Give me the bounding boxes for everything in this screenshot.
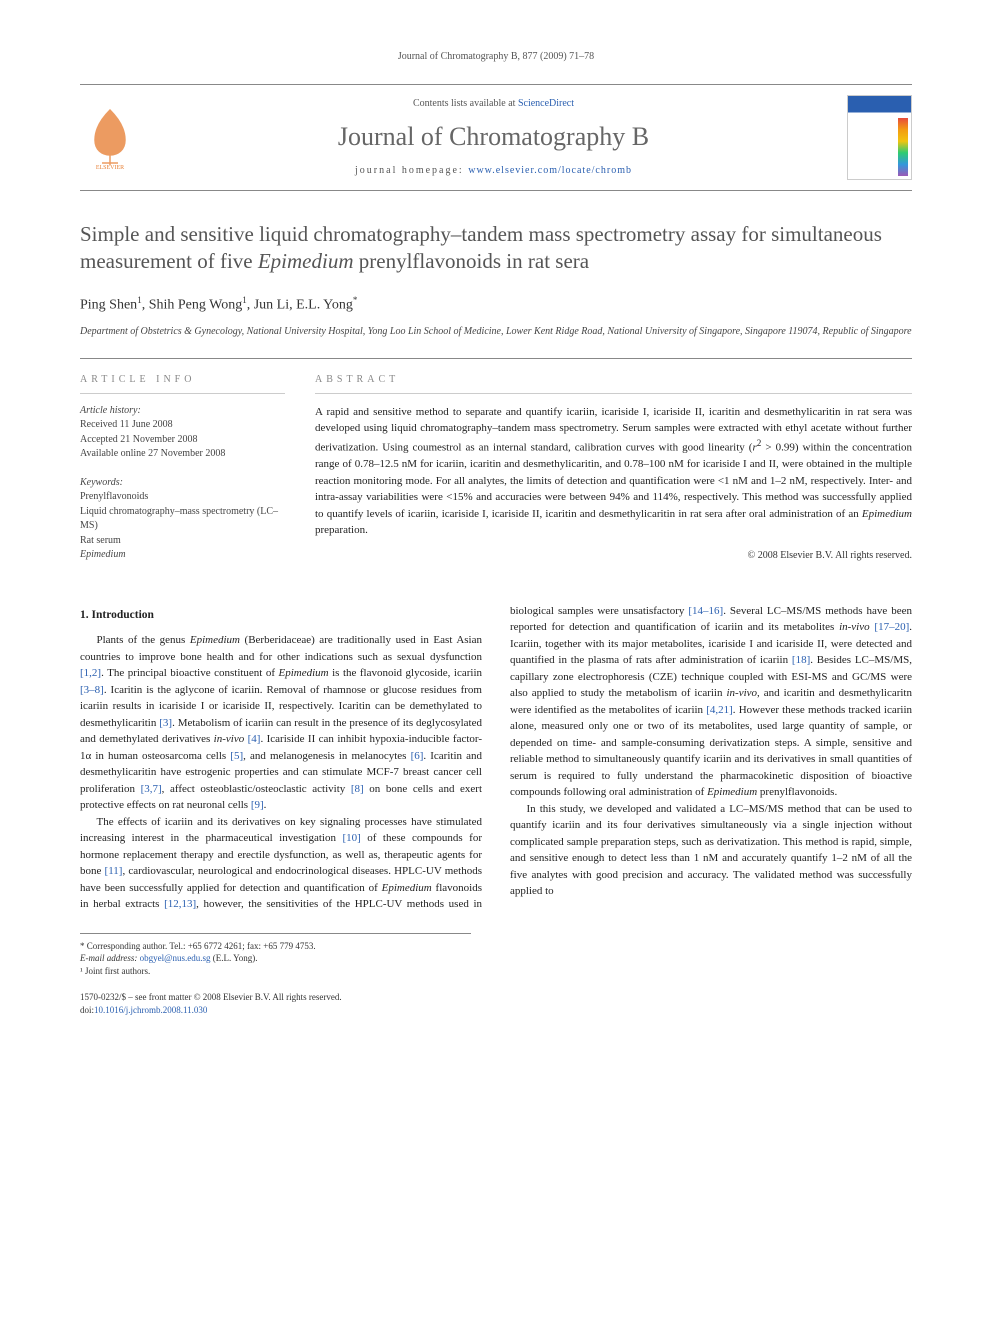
journal-name: Journal of Chromatography B (140, 119, 847, 155)
page-container: Journal of Chromatography B, 877 (2009) … (0, 0, 992, 1057)
abstract-copyright: © 2008 Elsevier B.V. All rights reserved… (315, 549, 912, 563)
front-matter-line: 1570-0232/$ – see front matter © 2008 El… (80, 991, 912, 1004)
section-heading-intro: 1. Introduction (80, 607, 482, 624)
body-columns: 1. Introduction Plants of the genus Epim… (80, 603, 912, 913)
running-header: Journal of Chromatography B, 877 (2009) … (80, 50, 912, 64)
article-title: Simple and sensitive liquid chromatograp… (80, 221, 912, 276)
accepted-date: Accepted 21 November 2008 (80, 433, 285, 448)
email-label: E-mail address: (80, 953, 140, 963)
masthead: ELSEVIER Contents lists available at Sci… (80, 84, 912, 191)
online-date: Available online 27 November 2008 (80, 447, 285, 462)
keyword-item: Rat serum (80, 534, 285, 549)
corresponding-author-note: * Corresponding author. Tel.: +65 6772 4… (80, 940, 471, 953)
history-label: Article history: (80, 404, 285, 419)
keywords-label: Keywords: (80, 476, 285, 491)
contents-prefix: Contents lists available at (413, 98, 518, 109)
masthead-left: ELSEVIER (80, 105, 140, 170)
authors-line: Ping Shen1, Shih Peng Wong1, Jun Li, E.L… (80, 294, 912, 315)
elsevier-logo-icon: ELSEVIER (80, 105, 140, 170)
keyword-item: Liquid chromatography–mass spectrometry … (80, 505, 285, 534)
abstract-text: A rapid and sensitive method to separate… (315, 404, 912, 539)
email-suffix: (E.L. Yong). (210, 953, 257, 963)
keyword-item: Epimedium (80, 548, 285, 563)
doi-line: doi:10.1016/j.jchromb.2008.11.030 (80, 1004, 912, 1017)
email-line: E-mail address: obgyel@nus.edu.sg (E.L. … (80, 952, 471, 965)
article-info-col: ARTICLE INFO Article history: Received 1… (80, 373, 285, 577)
email-link[interactable]: obgyel@nus.edu.sg (140, 953, 211, 963)
article-history-block: Article history: Received 11 June 2008 A… (80, 404, 285, 462)
body-paragraph: In this study, we developed and validate… (510, 801, 912, 900)
info-abstract-row: ARTICLE INFO Article history: Received 1… (80, 358, 912, 577)
abstract-col: ABSTRACT A rapid and sensitive method to… (315, 373, 912, 577)
contents-available-line: Contents lists available at ScienceDirec… (140, 97, 847, 111)
svg-text:ELSEVIER: ELSEVIER (96, 165, 124, 170)
bottom-matter: 1570-0232/$ – see front matter © 2008 El… (80, 991, 912, 1016)
keyword-item: Prenylflavonoids (80, 490, 285, 505)
masthead-right (847, 95, 912, 180)
homepage-line: journal homepage: www.elsevier.com/locat… (140, 164, 847, 178)
footnotes: * Corresponding author. Tel.: +65 6772 4… (80, 933, 471, 978)
masthead-center: Contents lists available at ScienceDirec… (140, 97, 847, 177)
keywords-block: Keywords: Prenylflavonoids Liquid chroma… (80, 476, 285, 563)
keyword-italic: Epimedium (80, 549, 126, 560)
doi-link[interactable]: 10.1016/j.jchromb.2008.11.030 (94, 1005, 207, 1015)
received-date: Received 11 June 2008 (80, 418, 285, 433)
doi-label: doi: (80, 1005, 94, 1015)
affiliation: Department of Obstetrics & Gynecology, N… (80, 325, 912, 338)
abstract-heading: ABSTRACT (315, 373, 912, 394)
sciencedirect-link[interactable]: ScienceDirect (518, 98, 574, 109)
joint-first-note: ¹ Joint first authors. (80, 965, 471, 978)
article-info-heading: ARTICLE INFO (80, 373, 285, 394)
journal-cover-icon (847, 95, 912, 180)
homepage-prefix: journal homepage: (355, 165, 468, 176)
body-paragraph: Plants of the genus Epimedium (Berberida… (80, 632, 482, 814)
homepage-link[interactable]: www.elsevier.com/locate/chromb (468, 165, 632, 176)
